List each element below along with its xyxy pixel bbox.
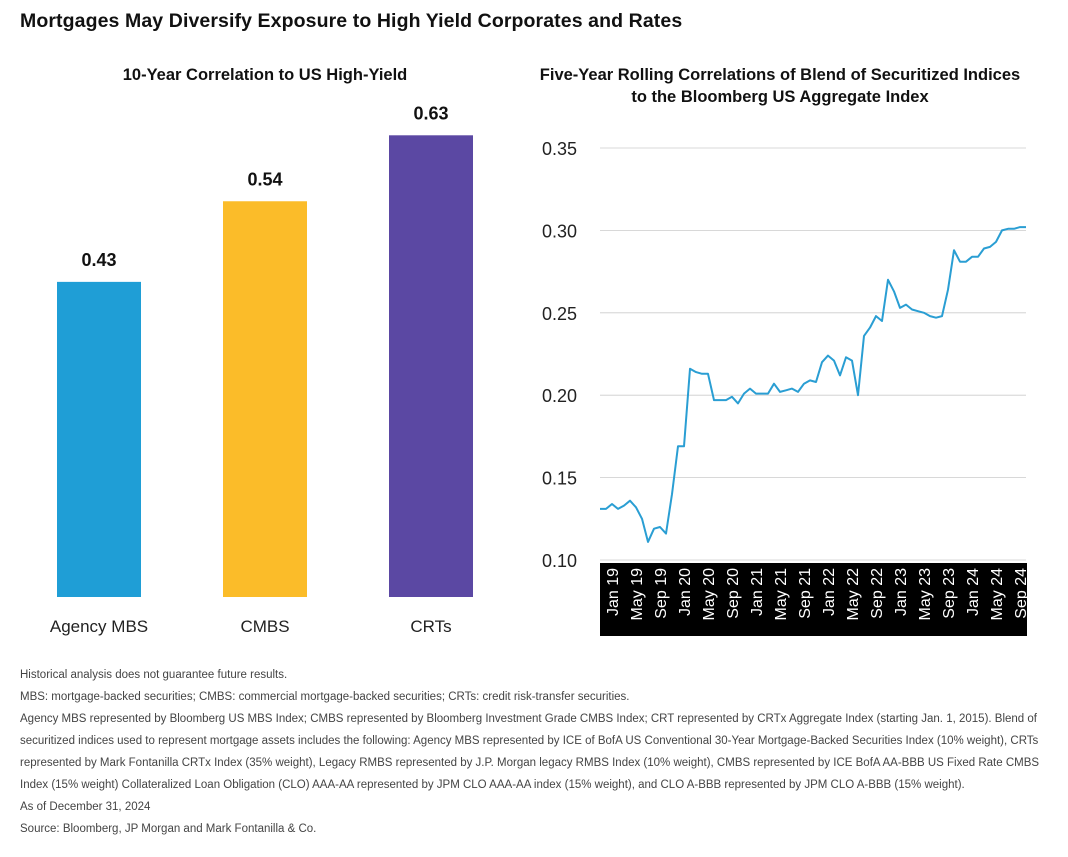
x-tick-label: May 23 — [917, 568, 934, 621]
x-tick-label: Jan 24 — [965, 568, 982, 616]
footnotes: Historical analysis does not guarantee f… — [20, 664, 1055, 840]
x-tick-label: Sep 19 — [653, 568, 670, 619]
bar-cmbs — [223, 201, 307, 597]
line-chart: 0.35 0.30 0.25 0.20 0.15 0.10 Jan 19 May 19 Sep … — [542, 139, 1030, 636]
bar-chart-title: 10-Year Correlation to US High-Yield — [122, 66, 408, 84]
bar-value-label: 0.43 — [81, 250, 116, 270]
x-tick-label: Sep 23 — [941, 568, 958, 619]
bar-value-label: 0.63 — [413, 103, 448, 123]
bar-category-label: CRTs — [410, 617, 451, 636]
x-tick-label: Sep 22 — [869, 568, 886, 619]
footnote-index-definitions: Agency MBS represented by Bloomberg US M… — [20, 713, 1040, 791]
x-tick-label: Jan 23 — [893, 568, 910, 616]
x-tick-label: May 24 — [989, 568, 1006, 621]
x-tick-label: May 22 — [845, 568, 862, 621]
x-tick-label: Jan 19 — [605, 568, 622, 616]
y-tick-label: 0.15 — [542, 469, 577, 489]
footnote-source: Source: Bloomberg, JP Morgan and Mark Fo… — [20, 823, 317, 835]
footnote-as-of-date: As of December 31, 2024 — [20, 801, 151, 813]
page-title: Mortgages May Diversify Exposure to High… — [20, 10, 683, 32]
y-tick-label: 0.20 — [542, 386, 577, 406]
x-tick-label: May 21 — [773, 568, 790, 621]
bar-value-label: 0.54 — [247, 169, 282, 189]
y-tick-label: 0.25 — [542, 304, 577, 324]
footnote-abbreviations: MBS: mortgage-backed securities; CMBS: c… — [20, 691, 630, 703]
x-tick-label: May 20 — [701, 568, 718, 621]
y-tick-label: 0.35 — [542, 139, 577, 159]
y-tick-label: 0.10 — [542, 551, 577, 571]
bar-agency-mbs — [57, 281, 141, 597]
x-tick-label: Jan 21 — [749, 568, 766, 616]
bar-chart: 0.43 Agency MBS 0.54 CMBS 0.63 CRTs — [50, 103, 473, 636]
line-chart-title: Five-Year Rolling Correlations of Blend … — [539, 66, 1021, 106]
bar-category-label: Agency MBS — [50, 617, 148, 636]
x-tick-label: May 19 — [629, 568, 646, 621]
x-tick-label: Sep 24 — [1013, 568, 1030, 619]
footnote-disclaimer: Historical analysis does not guarantee f… — [20, 669, 288, 681]
x-tick-label: Sep 20 — [725, 568, 742, 619]
bar-crts — [389, 135, 473, 598]
y-tick-label: 0.30 — [542, 221, 577, 241]
x-tick-label: Sep 21 — [797, 568, 814, 619]
bar-category-label: CMBS — [240, 617, 289, 636]
correlation-series-line — [600, 226, 1026, 543]
x-axis-band — [600, 563, 1027, 636]
x-tick-label: Jan 20 — [677, 568, 694, 616]
x-tick-label: Jan 22 — [821, 568, 838, 616]
